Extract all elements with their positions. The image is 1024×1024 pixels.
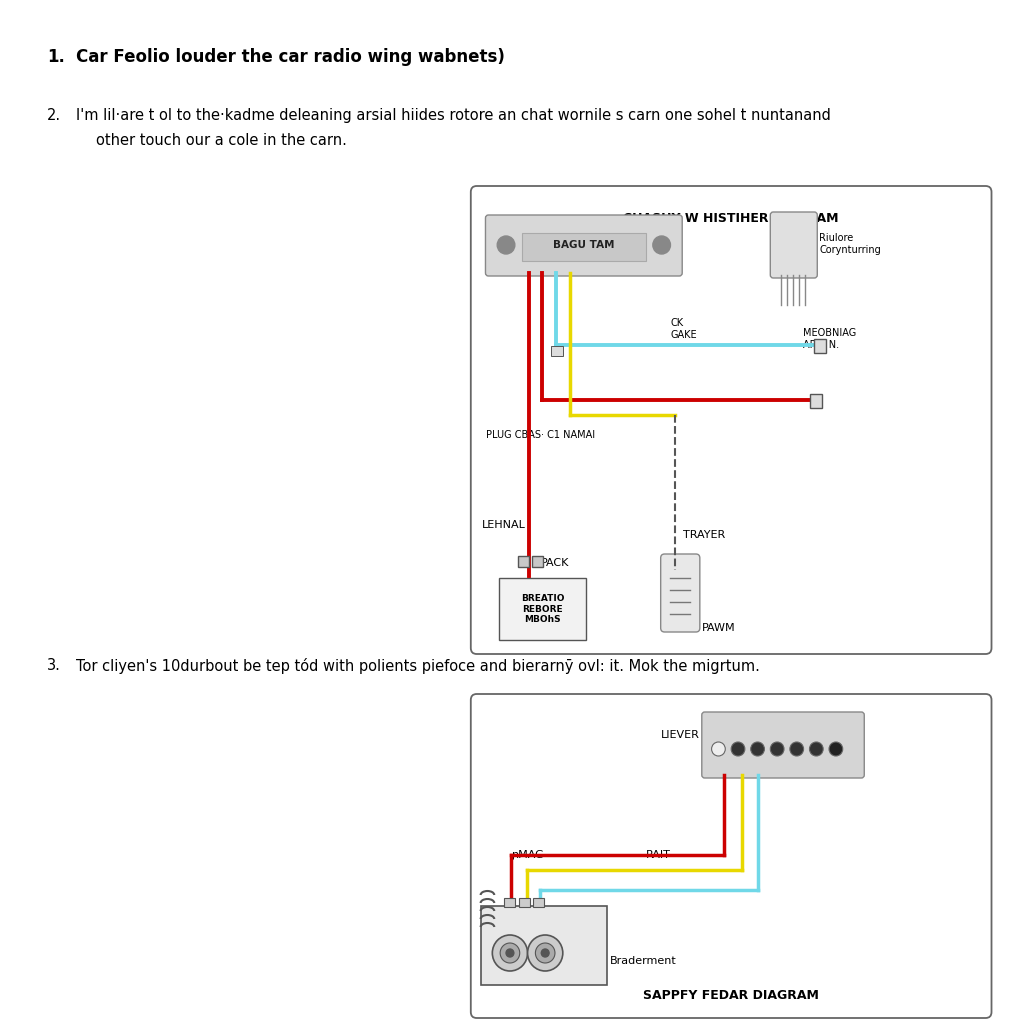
FancyBboxPatch shape [499, 578, 587, 640]
Text: CHASHY W HISTIHER DIAΚRAM: CHASHY W HISTIHER DIAΚRAM [624, 212, 839, 225]
Circle shape [790, 742, 804, 756]
Text: BREATIO
REBORE
MBOhS: BREATIO REBORE MBOhS [521, 594, 564, 624]
FancyBboxPatch shape [534, 898, 544, 907]
FancyBboxPatch shape [770, 212, 817, 278]
FancyBboxPatch shape [480, 906, 607, 985]
FancyBboxPatch shape [810, 394, 822, 408]
Text: Tor cliyen's 10durbout be tep tód with polients piefoce and bierarnȳ ovl: it. Mo: Tor cliyen's 10durbout be tep tód with p… [77, 658, 760, 674]
FancyBboxPatch shape [660, 554, 699, 632]
Text: Riulore
Corynturring: Riulore Corynturring [819, 233, 881, 255]
Circle shape [536, 943, 555, 963]
Text: PLUG CBAS· C1 NAMAI: PLUG CBAS· C1 NAMAI [486, 430, 596, 440]
FancyBboxPatch shape [814, 339, 826, 353]
Text: PAWM: PAWM [701, 623, 735, 633]
Text: CK
GAKE: CK GAKE [671, 318, 697, 340]
Text: PACK: PACK [542, 558, 569, 568]
Circle shape [809, 742, 823, 756]
Circle shape [527, 935, 563, 971]
Text: TRAYER: TRAYER [683, 530, 725, 540]
Text: 1.: 1. [47, 48, 65, 66]
Text: 2.: 2. [47, 108, 61, 123]
Circle shape [500, 943, 520, 963]
Text: 3.: 3. [47, 658, 60, 673]
Circle shape [731, 742, 744, 756]
FancyBboxPatch shape [532, 556, 543, 567]
FancyBboxPatch shape [504, 898, 515, 907]
Text: BAGU TAM: BAGU TAM [553, 240, 614, 250]
Circle shape [506, 949, 514, 957]
Text: ɲMAG: ɲMAG [511, 850, 544, 860]
Text: Car Feolio louder the car radio wing wabnets): Car Feolio louder the car radio wing wab… [77, 48, 505, 66]
Circle shape [542, 949, 549, 957]
Text: other touch our a cole in the carn.: other touch our a cole in the carn. [96, 133, 347, 148]
Text: I'm lil·are t ol to the·kadme deleaning arsial hiides rotore an chat wornile s c: I'm lil·are t ol to the·kadme deleaning … [77, 108, 831, 123]
Circle shape [653, 236, 671, 254]
FancyBboxPatch shape [701, 712, 864, 778]
FancyBboxPatch shape [551, 346, 563, 356]
FancyBboxPatch shape [521, 233, 646, 261]
Text: RAIT: RAIT [646, 850, 671, 860]
Circle shape [498, 236, 515, 254]
FancyBboxPatch shape [471, 186, 991, 654]
Text: MEOBNIAG
ARCI N.: MEOBNIAG ARCI N. [803, 328, 856, 349]
FancyBboxPatch shape [518, 556, 528, 567]
Text: LEHNAL: LEHNAL [481, 520, 525, 530]
Text: SAPPFY FEDAR DIAGRAM: SAPPFY FEDAR DIAGRAM [643, 989, 819, 1002]
Circle shape [751, 742, 765, 756]
FancyBboxPatch shape [471, 694, 991, 1018]
Text: LIEVER: LIEVER [660, 730, 699, 740]
Circle shape [712, 742, 725, 756]
FancyBboxPatch shape [519, 898, 529, 907]
Circle shape [829, 742, 843, 756]
Text: Braderment: Braderment [609, 956, 677, 966]
FancyBboxPatch shape [485, 215, 682, 276]
Circle shape [770, 742, 784, 756]
Circle shape [493, 935, 527, 971]
